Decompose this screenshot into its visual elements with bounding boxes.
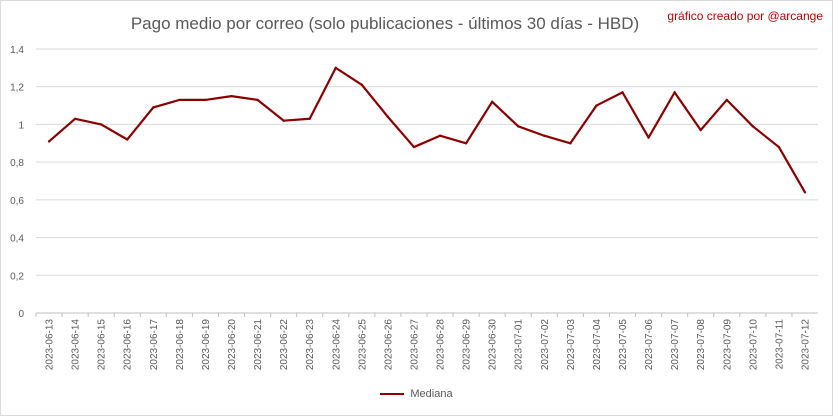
data-point [490, 100, 494, 104]
x-tick-label: 2023-06-30 [488, 319, 499, 371]
x-tick-label: 2023-06-20 [227, 319, 238, 371]
x-tick-label: 2023-07-08 [696, 319, 707, 371]
x-tick-label: 2023-06-15 [97, 319, 108, 371]
data-point [751, 125, 755, 128]
data-point [282, 119, 285, 122]
x-tick-label: 2023-06-25 [357, 319, 368, 371]
x-tick-label: 2023-06-19 [201, 319, 212, 371]
series-layer [47, 66, 807, 194]
x-tick-label: 2023-07-01 [514, 319, 525, 371]
data-point [621, 91, 624, 94]
data-point [412, 145, 416, 149]
y-tick-label: 1 [18, 120, 24, 131]
data-point [543, 134, 546, 137]
x-tick-label: 2023-07-12 [800, 319, 811, 371]
data-point [334, 66, 337, 70]
chart-credit: gráfico creado por @arcange [667, 9, 823, 23]
x-tick-label: 2023-06-21 [253, 319, 264, 371]
data-point [47, 140, 51, 143]
legend-swatch [380, 393, 405, 395]
data-point [517, 125, 520, 128]
x-tick-label: 2023-06-13 [45, 319, 56, 371]
y-tick-label: 0,4 [10, 234, 24, 245]
x-tick-label: 2023-06-27 [409, 319, 420, 371]
y-tick-label: 0,2 [10, 271, 24, 282]
data-point [595, 104, 598, 107]
x-tick-label: 2023-07-05 [618, 319, 629, 371]
x-tick-label: 2023-07-04 [592, 319, 603, 371]
data-point [673, 91, 676, 94]
y-tick-label: 0 [18, 309, 24, 320]
x-tick-label: 2023-07-07 [670, 319, 681, 371]
x-tick-label: 2023-06-23 [305, 319, 316, 371]
x-tick-label: 2023-07-06 [644, 319, 655, 371]
x-tick-label: 2023-06-17 [149, 319, 160, 371]
series-line-mediana [48, 66, 806, 193]
y-tick-label: 1,2 [10, 83, 24, 94]
y-tick-label: 0,6 [10, 196, 24, 207]
data-point [464, 142, 468, 145]
x-tick-label: 2023-07-02 [540, 319, 551, 371]
data-point [360, 83, 364, 87]
data-point [256, 98, 259, 102]
legend-label: Mediana [410, 388, 453, 400]
x-tick-label: 2023-07-10 [748, 319, 759, 371]
data-point [204, 98, 207, 102]
data-point [699, 128, 702, 132]
gridlines [36, 48, 818, 314]
x-tick-label: 2023-06-26 [383, 319, 394, 371]
data-point [73, 117, 77, 120]
data-point [386, 115, 390, 119]
x-axis-ticks: 2023-06-13 2023-06-14 2023-06-15 2023-06-16… [35, 313, 811, 371]
y-tick-label: 0,8 [10, 158, 24, 169]
y-axis-ticks: 0 0,2 0,4 0,6 0,8 1 1,2 1,4 [10, 45, 24, 320]
y-tick-label: 1,4 [10, 45, 24, 56]
data-point [725, 98, 728, 102]
legend: Mediana [0, 388, 833, 400]
x-tick-label: 2023-06-24 [331, 319, 342, 371]
x-tick-label: 2023-06-16 [123, 319, 134, 371]
x-tick-label: 2023-07-09 [722, 319, 733, 371]
x-tick-label: 2023-06-29 [462, 319, 473, 371]
x-tick-label: 2023-06-14 [71, 319, 82, 371]
data-point [178, 98, 181, 102]
data-point [803, 191, 807, 194]
chart-title: Pago medio por correo (solo publicacione… [130, 14, 640, 33]
data-point [777, 145, 781, 149]
x-tick-label: 2023-06-18 [175, 319, 186, 371]
x-tick-label: 2023-06-22 [279, 319, 290, 371]
x-tick-label: 2023-07-11 [774, 319, 785, 370]
x-tick-label: 2023-07-03 [566, 319, 577, 371]
data-point [99, 123, 103, 126]
data-point [438, 134, 442, 137]
data-point [126, 138, 129, 141]
x-tick-label: 2023-06-28 [436, 319, 447, 371]
data-point [569, 142, 572, 145]
data-point [152, 106, 155, 109]
data-point [230, 94, 233, 98]
data-point [308, 117, 311, 120]
data-point [647, 136, 650, 139]
